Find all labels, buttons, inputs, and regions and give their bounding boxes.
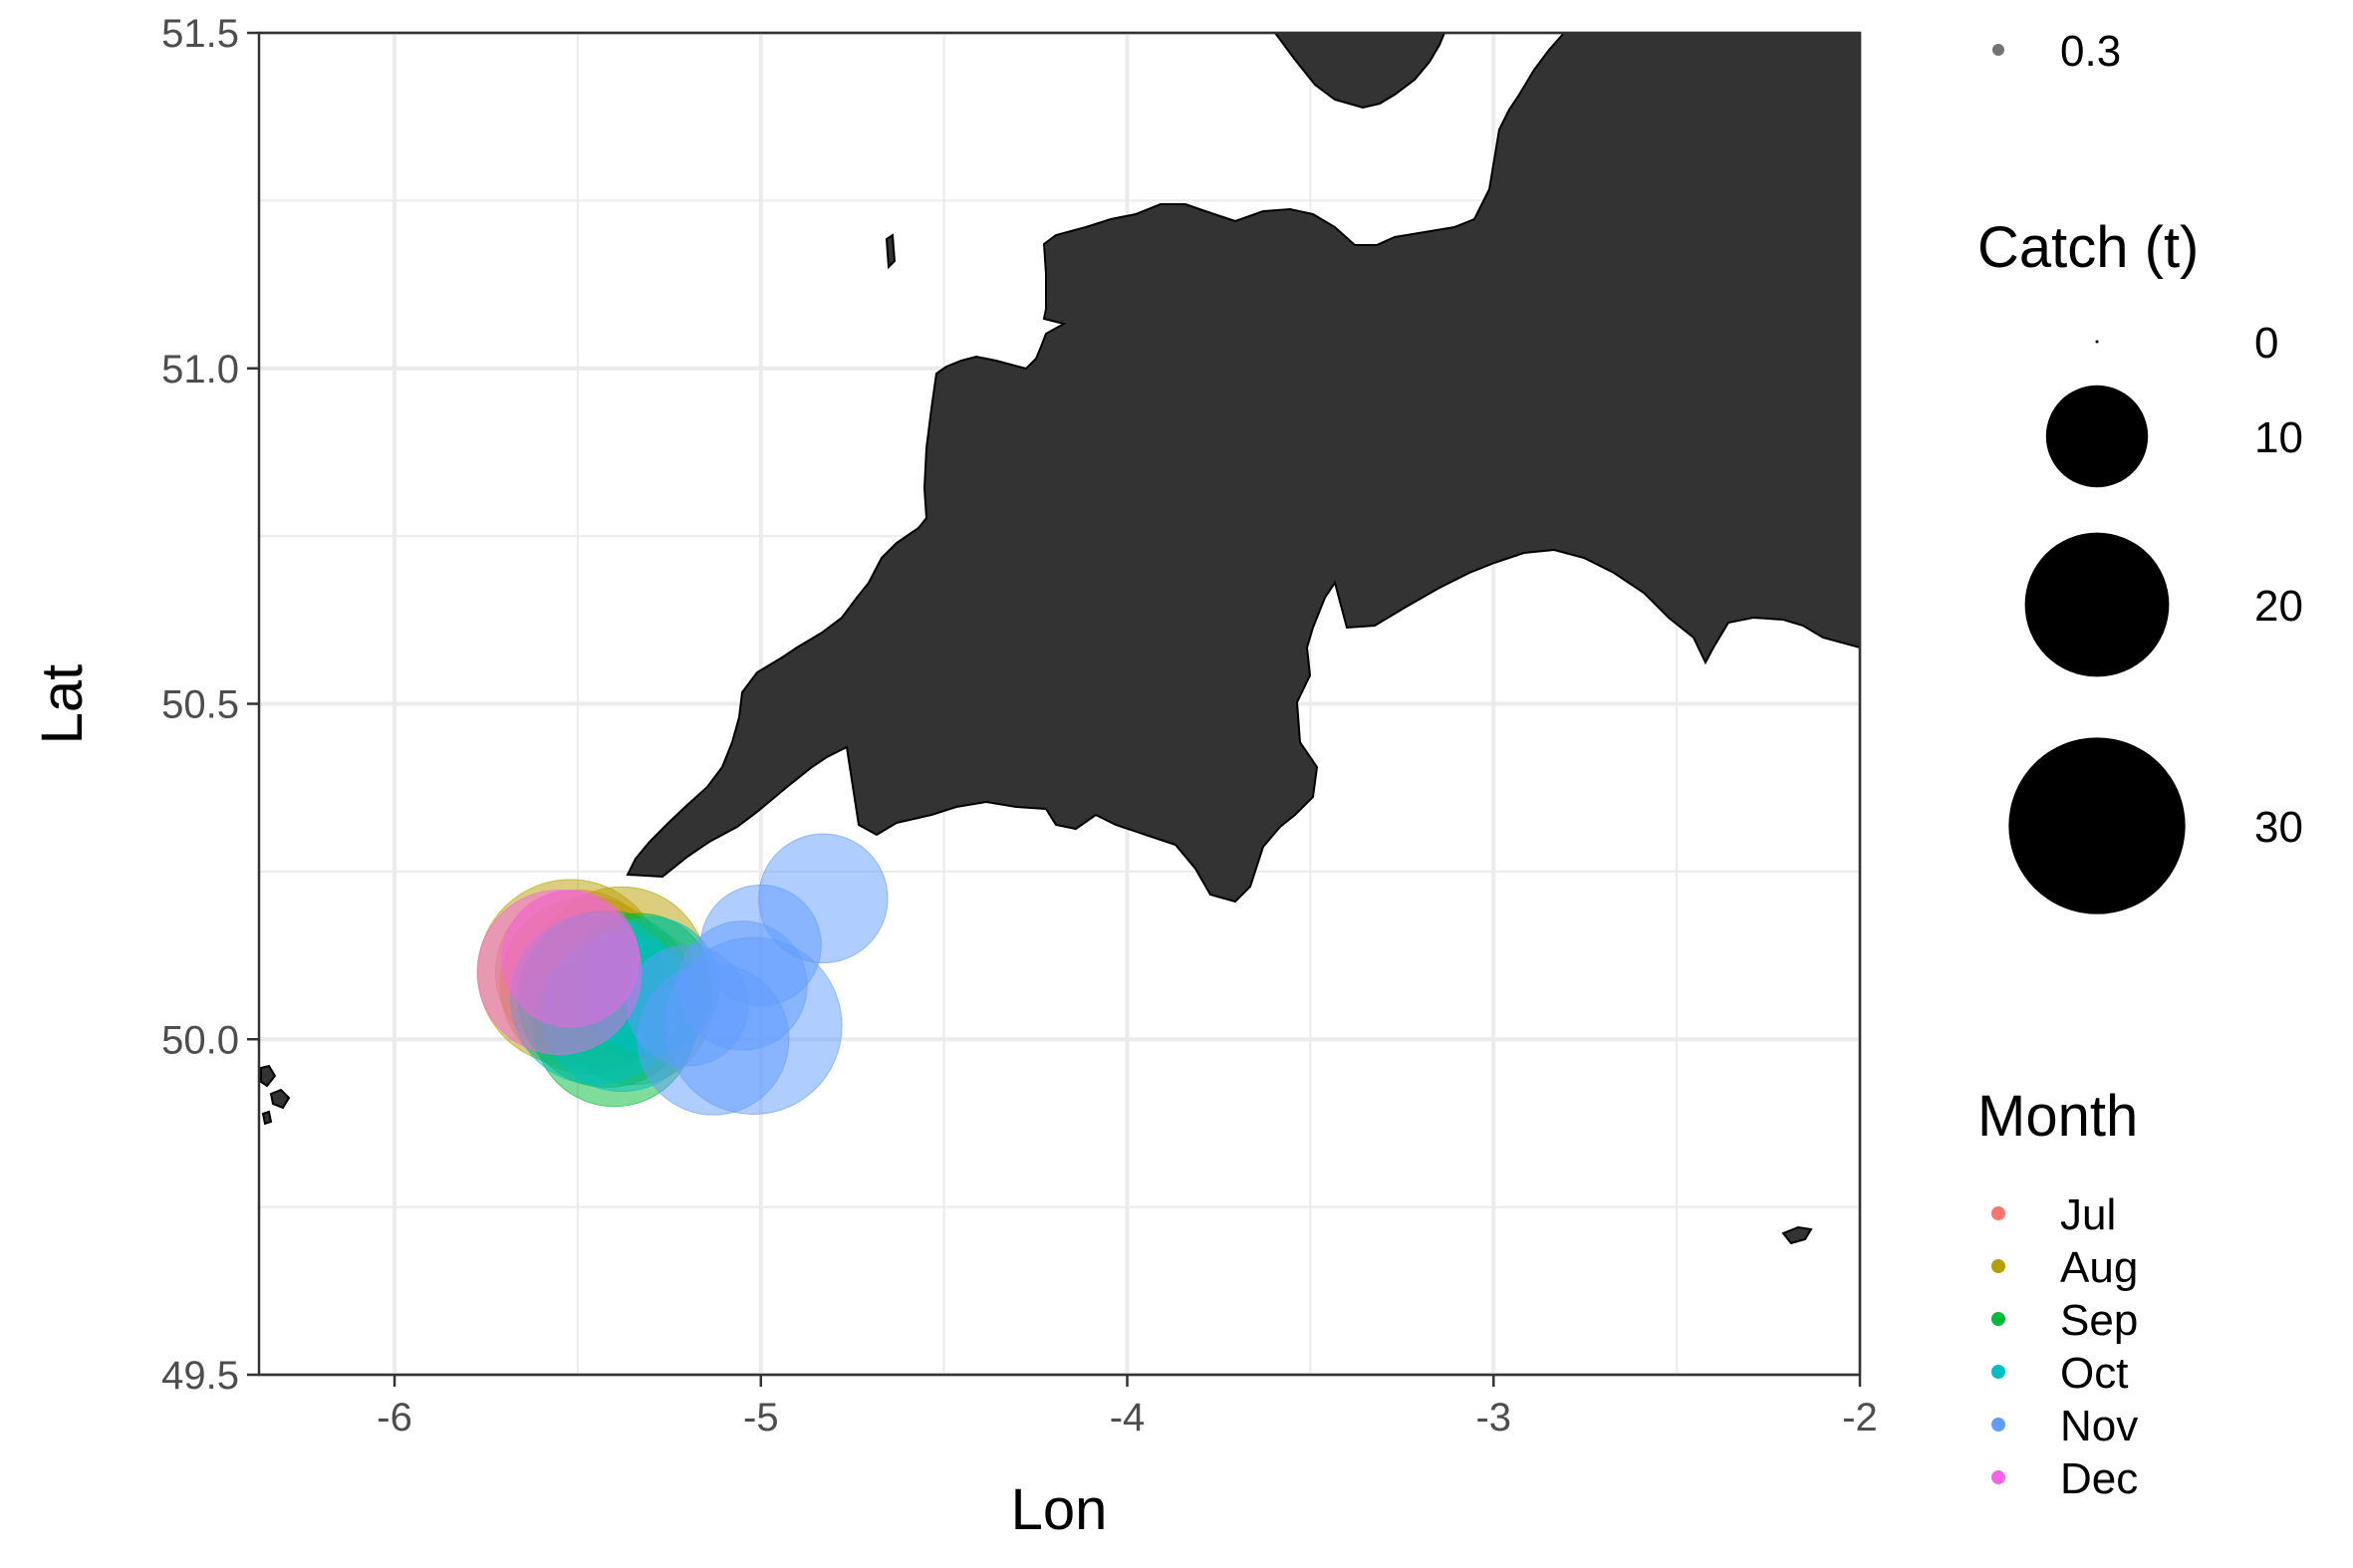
size-legend-key [2008,737,2186,915]
size-legend-label: 30 [2254,803,2303,852]
size-legend-title: Catch (t) [1977,215,2199,280]
alpha-legend-label: 0.3 [2060,27,2121,76]
land-layer [260,33,1860,1245]
color-legend-key [1991,1418,2005,1432]
size-legend-key [2095,340,2099,344]
x-axis: -6 -5 -4 -3 -2 [377,1375,1878,1439]
x-tick-label: -2 [1842,1396,1878,1439]
y-tick-label: 51.0 [161,348,239,392]
size-legend-label: 0 [2254,319,2278,368]
x-tick-label: -5 [743,1396,779,1439]
land-scilly-isles [260,1064,291,1126]
y-axis-title: Lat [30,664,95,745]
color-legend-title: Month [1977,1084,2138,1149]
color-legend-label: Sep [2060,1296,2138,1345]
size-legend-label: 10 [2254,413,2303,462]
color-legend-key [1991,1259,2005,1273]
x-tick-label: -6 [377,1396,412,1439]
y-tick-label: 49.5 [161,1354,239,1398]
x-tick-label: -4 [1110,1396,1146,1439]
land-mainland [626,33,1860,904]
bubble-layer [476,833,889,1116]
alpha-legend-key [1992,44,2004,56]
y-tick-label: 50.0 [161,1018,239,1062]
color-legend-key [1991,1470,2005,1484]
bubble-point [758,833,889,964]
x-axis-title: Lon [1011,1477,1108,1542]
color-legend-label: Jul [2060,1190,2116,1239]
color-legend-key [1991,1312,2005,1326]
y-tick-label: 51.5 [161,12,239,56]
size-legend-key [2045,385,2149,488]
bubble-point [501,890,640,1028]
size-legend-label: 20 [2254,582,2303,631]
color-legend-key [1991,1206,2005,1220]
bubble-point [627,944,749,1067]
color-legend-label: Aug [2060,1243,2138,1292]
alpha-legend: 0.3 [1992,27,2121,76]
color-legend-key [1991,1365,2005,1379]
color-legend-label: Dec [2060,1454,2138,1503]
land-isle-small [1781,1225,1813,1245]
land-lundy [885,233,897,270]
size-legend: Catch (t) 0 10 20 30 [1977,215,2303,915]
y-axis: 49.5 50.0 50.5 51.0 51.5 [161,12,259,1398]
x-tick-label: -3 [1475,1396,1511,1439]
size-legend-key [2024,532,2170,677]
y-tick-label: 50.5 [161,683,239,727]
color-legend-label: Oct [2060,1349,2128,1398]
land-wales [1273,33,1446,110]
color-legend-label: Nov [2060,1402,2138,1450]
